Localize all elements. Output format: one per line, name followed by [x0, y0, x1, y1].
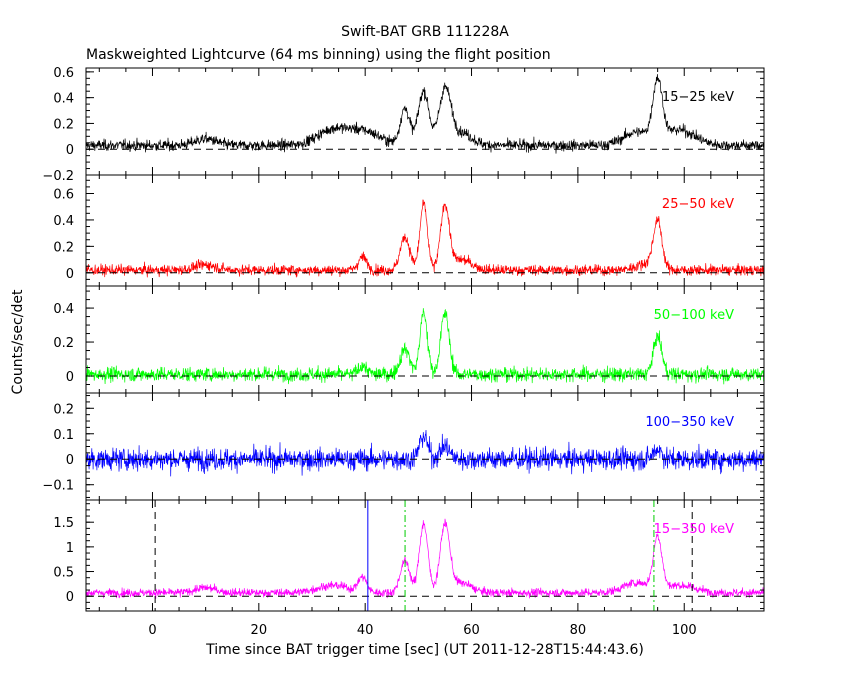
- band-label-2: 25−50 keV: [662, 197, 734, 212]
- x-tick-label: 40: [357, 623, 374, 638]
- y-tick-label: 0.4: [53, 302, 74, 317]
- y-tick-label: 0.2: [53, 402, 74, 417]
- y-tick-label: 1.5: [53, 516, 74, 531]
- series-line-3: [86, 308, 764, 385]
- panel-frame: [85, 392, 765, 501]
- y-tick-label: 0.1: [53, 428, 74, 443]
- x-tick-label: 60: [463, 623, 480, 638]
- x-tick-label: 80: [570, 623, 587, 638]
- x-tick-label: 20: [251, 623, 268, 638]
- panel-frame: [85, 67, 765, 176]
- y-tick-label: 0.2: [53, 117, 74, 132]
- y-tick-label: 0: [66, 590, 74, 605]
- y-tick-label: −0.1: [42, 479, 74, 494]
- panel-3: 0 0.2 0.4 50−100 keV: [53, 285, 765, 394]
- y-tick-label: 0.5: [53, 566, 74, 581]
- x-tick-labels: 0 20 40 60 80 100: [148, 623, 696, 638]
- series-line-5: [86, 518, 764, 599]
- band-label-5: 15−350 keV: [654, 522, 734, 537]
- x-axis-label: Time since BAT trigger time [sec] (UT 20…: [205, 642, 644, 658]
- series-line-1: [86, 74, 764, 154]
- y-tick-label: 0.2: [53, 336, 74, 351]
- y-tick-label: −0.2: [42, 169, 74, 184]
- series-line-4: [86, 429, 764, 477]
- y-tick-label: 0.4: [53, 214, 74, 229]
- band-label-3: 50−100 keV: [654, 308, 734, 323]
- panel-frame: [85, 499, 765, 612]
- y-tick-label: 0: [66, 453, 74, 468]
- panel-group: −0.2 0 0.2 0.4 0.6 15−25 keV 0 0.2 0.4 0.6 25−50 k…: [42, 66, 765, 612]
- panel-1: −0.2 0 0.2 0.4 0.6 15−25 keV: [42, 66, 765, 184]
- y-tick-label: 0.6: [53, 188, 74, 203]
- y-tick-label: 0: [66, 267, 74, 282]
- series-line-2: [86, 199, 764, 278]
- y-tick-label: 0.6: [53, 66, 74, 81]
- y-tick-label: 0.2: [53, 240, 74, 255]
- y-tick-label: 0: [66, 370, 74, 385]
- x-tick-label: 100: [672, 623, 697, 638]
- y-tick-label: 0: [66, 143, 74, 158]
- band-label-1: 15−25 keV: [662, 90, 734, 105]
- chart-title: Swift-BAT GRB 111228A: [341, 24, 509, 40]
- y-tick-label: 1: [66, 541, 74, 556]
- x-tick-label: 0: [148, 623, 156, 638]
- band-label-4: 100−350 keV: [645, 415, 734, 430]
- panel-5: 0 0.5 1 1.5 15−350 keV: [53, 499, 765, 612]
- chart-subtitle: Maskweighted Lightcurve (64 ms binning) …: [86, 47, 551, 63]
- panel-2: 0 0.2 0.4 0.6 25−50 keV: [53, 174, 765, 287]
- y-tick-label: 0.4: [53, 92, 74, 107]
- panel-4: −0.1 0 0.1 0.2 100−350 keV: [42, 392, 765, 501]
- y-axis-label: Counts/sec/det: [10, 289, 26, 394]
